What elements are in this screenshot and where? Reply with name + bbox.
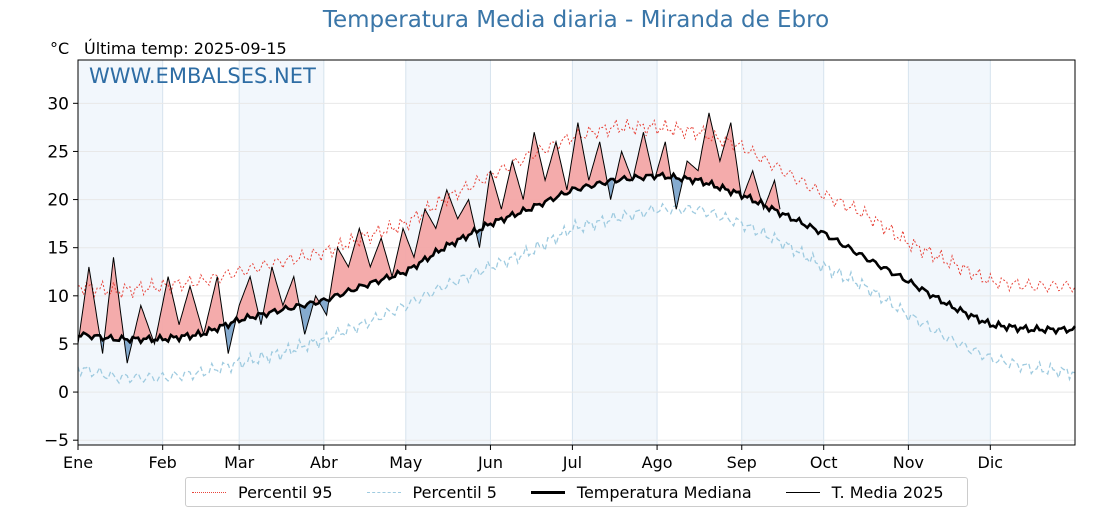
legend-swatch-median (530, 490, 565, 494)
last-temp-label: Última temp: 2025-09-15 (84, 39, 287, 58)
legend-label-current: T. Media 2025 (831, 482, 944, 502)
month-band (239, 60, 324, 445)
legend-swatch-p5 (366, 491, 401, 493)
watermark: WWW.EMBALSES.NET (89, 64, 316, 88)
fill-above-median (633, 132, 653, 181)
y-tick-label: 0 (58, 383, 69, 403)
x-tick-label: Mar (224, 453, 255, 472)
series-line-median (77, 171, 1077, 346)
gridlines (77, 60, 1075, 445)
y-tick-label: 10 (47, 287, 69, 307)
y-tick-label: 25 (47, 142, 69, 162)
month-band (908, 60, 991, 445)
fill-below-median (319, 297, 328, 316)
legend-label-p95: Percentil 95 (238, 482, 333, 502)
x-tick-label: Nov (893, 453, 924, 472)
x-tick-label: Ago (642, 453, 673, 472)
y-tick-label: 30 (47, 94, 69, 114)
fill-above-median (684, 112, 741, 196)
fill-above-median (105, 257, 124, 342)
legend-item-median: Temperatura Mediana (530, 482, 752, 502)
series-lines (77, 112, 1077, 385)
series-line-current (77, 112, 781, 364)
x-tick-label: Feb (149, 453, 177, 472)
fill-below-median (224, 319, 236, 354)
x-tick-label: Jun (477, 453, 503, 472)
month-band (78, 60, 163, 445)
legend-item-p5: Percentil 5 (366, 482, 497, 502)
legend: Percentil 95 Percentil 5 Temperatura Med… (185, 477, 968, 507)
legend-item-current: T. Media 2025 (785, 482, 944, 502)
legend-label-p5: Percentil 5 (412, 482, 497, 502)
month-band (741, 60, 824, 445)
fill-above-median (236, 276, 259, 323)
x-tick-label: Abr (310, 453, 338, 472)
series-line-p95 (77, 117, 1076, 300)
legend-swatch-p95 (192, 491, 226, 493)
x-tick-label: Oct (810, 453, 838, 472)
fill-above-median (205, 276, 223, 335)
chart-title: Temperatura Media diaria - Miranda de Eb… (322, 7, 830, 33)
fill-above-median (655, 141, 671, 180)
unit-label: °C (50, 39, 70, 58)
fill-below-median (299, 300, 313, 335)
series-line-p5 (77, 202, 1076, 385)
fill-above-median (263, 266, 298, 317)
month-band (572, 60, 658, 445)
fill-above-median (765, 180, 780, 217)
fill-above-median (79, 266, 99, 340)
legend-item-p95: Percentil 95 (192, 483, 333, 502)
fill-above-median (329, 189, 476, 301)
x-tick-label: Jul (562, 453, 582, 472)
x-tick-label: Sep (727, 453, 757, 472)
y-tick-label: 20 (47, 191, 69, 211)
fill-above-median (482, 122, 607, 230)
x-tick-label: Ene (63, 453, 93, 472)
y-tick-label: 5 (58, 335, 69, 355)
plot-frame (77, 59, 1076, 446)
x-tick-label: May (389, 453, 422, 472)
axis-ticks: Ene Feb Mar Abr May Jun Jul Ago Sep Oct Nov Dic 30 25… (44, 94, 1003, 472)
fill-above-median (155, 276, 203, 342)
anomaly-fills (79, 112, 780, 364)
y-tick-label: 15 (47, 239, 69, 259)
x-tick-label: Dic (978, 453, 1004, 472)
fill-above-median (614, 151, 632, 183)
y-tick-label: −5 (44, 431, 69, 451)
fill-below-median (607, 177, 614, 200)
legend-swatch-current (785, 491, 820, 493)
legend-label-median: Temperatura Mediana (576, 482, 752, 502)
